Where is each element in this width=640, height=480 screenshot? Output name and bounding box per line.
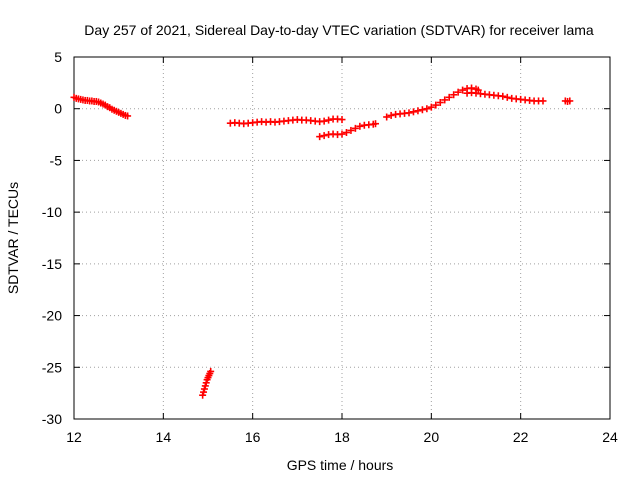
data-point bbox=[383, 113, 391, 121]
data-point bbox=[387, 111, 395, 119]
grid bbox=[74, 57, 610, 419]
data-point bbox=[454, 88, 462, 96]
data-point bbox=[351, 124, 359, 132]
x-tick-label: 22 bbox=[513, 429, 529, 445]
data-point bbox=[445, 93, 453, 101]
ticks: 12 14 16 18 20 22 24 5 0 -5 -10 -15 -20 -25 -30 bbox=[42, 49, 618, 445]
x-tick-label: 16 bbox=[245, 429, 261, 445]
data-point bbox=[372, 120, 379, 128]
data-point bbox=[356, 122, 364, 130]
data-point bbox=[405, 109, 413, 117]
data-point bbox=[499, 92, 507, 100]
data-point bbox=[338, 130, 346, 138]
data-point bbox=[414, 107, 422, 115]
data-point bbox=[450, 91, 458, 99]
x-tick-label: 24 bbox=[602, 429, 618, 445]
y-tick-label: 5 bbox=[54, 49, 62, 65]
y-tick-label: -5 bbox=[50, 152, 63, 168]
data-point bbox=[427, 103, 435, 111]
data-point bbox=[409, 108, 417, 116]
y-tick-label: -25 bbox=[42, 359, 62, 375]
data-point bbox=[338, 116, 346, 124]
data-point bbox=[459, 86, 467, 94]
data-point bbox=[441, 96, 449, 104]
y-tick-label: -10 bbox=[42, 204, 62, 220]
chart-title: Day 257 of 2021, Sidereal Day-to-day VTE… bbox=[84, 22, 594, 38]
y-tick-label: -20 bbox=[42, 308, 62, 324]
data-point bbox=[320, 117, 328, 125]
x-axis-label: GPS time / hours bbox=[287, 457, 394, 473]
x-tick-label: 14 bbox=[156, 429, 172, 445]
data-point bbox=[436, 99, 444, 107]
data-point bbox=[432, 101, 440, 109]
data-point bbox=[207, 367, 215, 375]
y-tick-label: 0 bbox=[54, 101, 62, 117]
data-point bbox=[418, 106, 426, 114]
y-tick-label: -30 bbox=[42, 411, 62, 427]
data-point bbox=[503, 93, 511, 101]
data-points bbox=[70, 84, 574, 399]
data-point bbox=[325, 116, 333, 124]
data-point bbox=[316, 133, 324, 141]
data-point bbox=[347, 126, 355, 134]
y-axis-label: SDTVAR / TECUs bbox=[5, 182, 21, 294]
x-tick-label: 12 bbox=[66, 429, 82, 445]
data-point bbox=[124, 112, 132, 120]
data-point bbox=[539, 97, 547, 105]
y-tick-label: -15 bbox=[42, 256, 62, 272]
data-point bbox=[423, 105, 431, 113]
x-tick-label: 20 bbox=[424, 429, 440, 445]
data-point bbox=[320, 132, 328, 140]
data-point bbox=[342, 129, 350, 137]
data-point bbox=[566, 97, 574, 105]
x-tick-label: 18 bbox=[334, 429, 350, 445]
